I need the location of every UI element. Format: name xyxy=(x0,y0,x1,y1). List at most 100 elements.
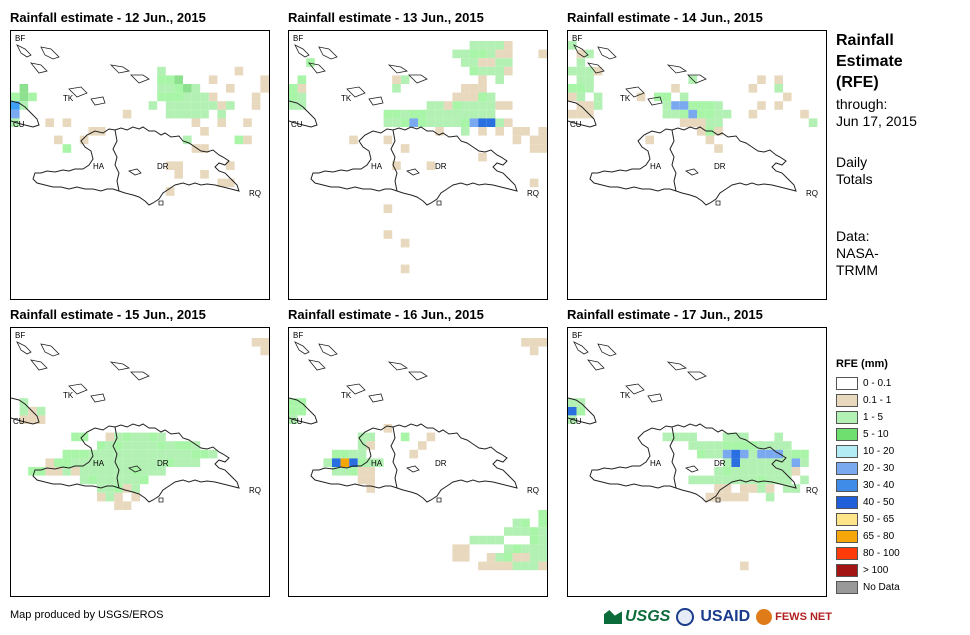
rainfall-cell xyxy=(521,338,530,347)
legend-item: 20 - 30 xyxy=(836,460,966,477)
rainfall-cell xyxy=(783,475,792,485)
rainfall-cell xyxy=(208,75,218,84)
rainfall-cell xyxy=(131,449,140,459)
rainfall-cell xyxy=(679,432,689,442)
rainfall-cell xyxy=(183,441,192,450)
rainfall-cell xyxy=(357,441,367,450)
rainfall-cell xyxy=(478,84,487,93)
cuba-coastline xyxy=(568,100,597,128)
rainfall-cell xyxy=(97,484,106,493)
legend-swatch xyxy=(836,530,858,543)
rainfall-cell xyxy=(748,458,758,467)
rainfall-cell xyxy=(105,492,115,502)
rainfall-cell xyxy=(469,535,479,545)
hispaniola-coastline xyxy=(310,126,518,206)
rainfall-cell xyxy=(140,475,149,485)
rainfall-cell xyxy=(400,238,410,248)
rainfall-cell xyxy=(105,458,115,467)
rainfall-cell xyxy=(722,492,732,502)
rainfall-cell xyxy=(529,144,539,153)
rainfall-cell xyxy=(757,75,766,84)
map-label-tk: TK xyxy=(341,391,352,400)
rainfall-cell xyxy=(714,144,723,153)
rainfall-cell xyxy=(114,492,123,502)
rainfall-cell xyxy=(45,467,54,476)
rainfall-cell xyxy=(392,161,401,170)
rainfall-cell xyxy=(671,84,680,93)
island-outline xyxy=(387,64,409,74)
rainfall-cell xyxy=(36,467,46,476)
rainfall-cell xyxy=(808,118,818,127)
rainfall-cell xyxy=(251,101,261,110)
rainfall-cell xyxy=(697,127,706,136)
usgs-wave-icon xyxy=(604,610,622,624)
rainfall-cell xyxy=(461,118,470,127)
fews-net-logo-text: FEWS NET xyxy=(775,611,832,623)
rainfall-cell xyxy=(538,338,547,347)
rainfall-cell xyxy=(765,492,775,502)
rainfall-cell xyxy=(200,170,209,179)
rainfall-cell xyxy=(697,449,706,459)
rainfall-cell xyxy=(383,204,393,213)
rainfall-cell xyxy=(486,553,496,562)
map-label-rq: RQ xyxy=(527,486,539,495)
rainfall-cell xyxy=(538,544,547,553)
rainfall-cell xyxy=(521,527,530,536)
rainfall-cell xyxy=(714,118,723,127)
rainfall-cell xyxy=(662,432,672,442)
rainfall-cell xyxy=(774,449,783,459)
rainfall-cell xyxy=(366,475,375,485)
rainfall-cell xyxy=(461,84,470,93)
rainfall-cell xyxy=(157,66,166,76)
rainfall-cell xyxy=(200,92,209,102)
panel-title: Rainfall estimate - 14 Jun., 2015 xyxy=(567,10,763,25)
rainfall-cell xyxy=(62,467,72,476)
legend-label: 0.1 - 1 xyxy=(863,395,892,406)
rainfall-cell xyxy=(243,135,252,145)
rainfall-cell xyxy=(217,109,226,119)
rainfall-cell xyxy=(11,109,20,119)
rainfall-cell xyxy=(165,84,175,93)
rainfall-map: BF TK CU HA DR RQ xyxy=(10,30,270,300)
rainfall-cell xyxy=(306,58,315,67)
rainfall-cell xyxy=(148,101,158,110)
island-outline xyxy=(130,371,150,381)
legend-label: 20 - 30 xyxy=(863,463,895,474)
rainfall-cell xyxy=(426,101,436,110)
rainfall-cell xyxy=(568,398,577,407)
haiti-dr-border xyxy=(669,426,677,489)
rainfall-cell xyxy=(174,84,183,93)
rainfall-cell xyxy=(731,449,740,459)
rainfall-cell xyxy=(122,449,132,459)
rainfall-cell xyxy=(774,458,783,467)
rainfall-cell xyxy=(452,92,461,102)
rainfall-cell xyxy=(504,66,513,76)
rainfall-cell xyxy=(97,467,106,476)
rainfall-cell xyxy=(740,441,749,450)
rainfall-cell xyxy=(478,75,487,84)
rainfall-cell xyxy=(504,544,513,553)
rainfall-cell xyxy=(740,492,749,502)
rainfall-cell xyxy=(148,449,158,459)
rainfall-cell xyxy=(97,458,106,467)
rainfall-cell xyxy=(461,49,470,59)
rainfall-cell xyxy=(297,101,307,110)
legend-swatch xyxy=(836,462,858,475)
rainfall-cell xyxy=(289,92,298,102)
rainfall-cell xyxy=(426,109,436,119)
rainfall-map: BF TK CU HA DR RQ xyxy=(567,30,827,300)
rainfall-cell xyxy=(512,544,522,553)
rainfall-cell xyxy=(443,109,453,119)
island-outline xyxy=(685,168,699,176)
rainfall-cell xyxy=(19,415,29,424)
rainfall-cell xyxy=(478,92,487,102)
rainfall-cell xyxy=(452,553,461,562)
rainfall-cell xyxy=(529,544,539,553)
rainfall-cell xyxy=(97,475,106,485)
map-svg: BF TK CU HA DR RQ xyxy=(11,331,269,510)
rainfall-cell xyxy=(714,475,723,485)
island-outline xyxy=(597,343,617,357)
rainfall-cell xyxy=(765,475,775,485)
rainfall-cell xyxy=(765,467,775,476)
rainfall-cell xyxy=(191,449,201,459)
